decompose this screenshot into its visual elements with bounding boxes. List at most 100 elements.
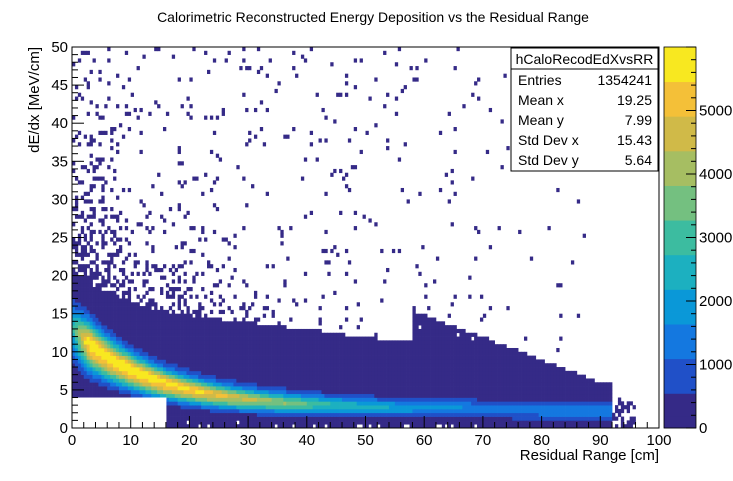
heatmap-cell	[248, 138, 252, 143]
heatmap-cell	[286, 363, 290, 368]
heatmap-cell	[212, 347, 217, 353]
heatmap-cell	[509, 424, 513, 429]
heatmap-cell	[280, 355, 284, 360]
heatmap-cell	[380, 386, 384, 391]
heatmap-cell	[315, 416, 319, 421]
heatmap-cell	[162, 386, 167, 391]
heatmap-cell	[312, 386, 316, 391]
heatmap-cell	[242, 412, 246, 417]
heatmap-cell	[236, 351, 240, 356]
heatmap-cell	[236, 408, 240, 414]
heatmap-cell	[450, 405, 454, 410]
heatmap-cell	[98, 283, 102, 288]
heatmap-cell	[118, 363, 123, 368]
heatmap-cell	[435, 355, 440, 360]
heatmap-cell	[268, 336, 272, 341]
heatmap-cell	[189, 294, 193, 299]
heatmap-cell	[177, 351, 181, 356]
heatmap-cell	[233, 370, 237, 376]
heatmap-cell	[479, 386, 484, 391]
heatmap-cell	[89, 336, 93, 341]
heatmap-cell	[148, 313, 152, 318]
heatmap-cell	[271, 363, 275, 368]
heatmap-cell	[157, 313, 161, 318]
heatmap-cell	[130, 359, 134, 364]
heatmap-cell	[274, 359, 278, 364]
heatmap-cell	[447, 367, 451, 372]
heatmap-cell	[456, 382, 460, 387]
heatmap-cell	[289, 374, 293, 379]
heatmap-cell	[248, 408, 252, 414]
heatmap-cell	[459, 397, 463, 402]
heatmap-cell	[380, 248, 384, 254]
heatmap-cell	[333, 374, 337, 379]
heatmap-cell	[253, 336, 258, 341]
heatmap-cell	[136, 389, 140, 395]
heatmap-cell	[251, 386, 255, 391]
heatmap-cell	[286, 420, 290, 425]
heatmap-cell	[298, 408, 302, 414]
heatmap-cell	[503, 424, 507, 429]
heatmap-cell	[107, 321, 111, 326]
heatmap-cell	[474, 359, 478, 364]
heatmap-cell	[215, 153, 220, 158]
heatmap-cell	[444, 332, 449, 337]
heatmap-cell	[207, 325, 211, 330]
heatmap-cell	[356, 367, 360, 372]
heatmap-cell	[107, 165, 111, 170]
heatmap-cell	[471, 370, 475, 376]
heatmap-cell	[130, 347, 134, 353]
heatmap-cell	[482, 340, 487, 345]
heatmap-cell	[485, 363, 490, 368]
heatmap-cell	[127, 374, 132, 379]
heatmap-cell	[245, 313, 249, 318]
heatmap-cell	[145, 389, 149, 395]
heatmap-cell	[251, 336, 255, 341]
heatmap-cell	[500, 424, 504, 429]
heatmap-cell	[251, 344, 255, 349]
heatmap-cell	[523, 386, 528, 391]
heatmap-cell	[215, 340, 220, 345]
heatmap-cell	[262, 359, 267, 364]
heatmap-cell	[274, 374, 278, 379]
heatmap-cell	[362, 344, 366, 349]
heatmap-cell	[218, 405, 223, 410]
heatmap-cell	[309, 351, 314, 356]
heatmap-cell	[195, 313, 199, 318]
heatmap-cell	[101, 241, 105, 246]
heatmap-cell	[145, 386, 149, 391]
heatmap-cell	[107, 347, 111, 353]
heatmap-cell	[233, 374, 237, 379]
heatmap-cell	[242, 389, 246, 395]
heatmap-cell	[218, 367, 223, 372]
heatmap-cell	[427, 328, 431, 334]
heatmap-cell	[154, 267, 158, 273]
heatmap-cell	[453, 382, 457, 387]
heatmap-cell	[459, 416, 463, 421]
heatmap-cell	[136, 347, 140, 353]
heatmap-cell	[83, 317, 88, 322]
heatmap-cell	[494, 370, 498, 376]
heatmap-cell	[209, 298, 214, 303]
heatmap-cell	[289, 393, 293, 398]
heatmap-cell	[157, 321, 161, 326]
heatmap-cell	[386, 397, 390, 402]
heatmap-cell	[488, 401, 493, 406]
heatmap-cell	[80, 306, 85, 311]
heatmap-cell	[406, 347, 410, 353]
heatmap-cell	[353, 85, 358, 90]
heatmap-cell	[154, 347, 158, 353]
heatmap-cell	[198, 321, 202, 326]
heatmap-cell	[324, 382, 328, 387]
heatmap-cell	[274, 344, 278, 349]
heatmap-cell	[447, 332, 451, 337]
heatmap-cell	[130, 313, 134, 318]
heatmap-cell	[523, 412, 528, 417]
heatmap-cell	[462, 405, 466, 410]
heatmap-cell	[303, 336, 308, 341]
heatmap-cell	[418, 355, 422, 360]
heatmap-cell	[424, 386, 428, 391]
heatmap-cell	[459, 393, 463, 398]
heatmap-cell	[168, 359, 173, 364]
heatmap-cell	[248, 347, 252, 353]
